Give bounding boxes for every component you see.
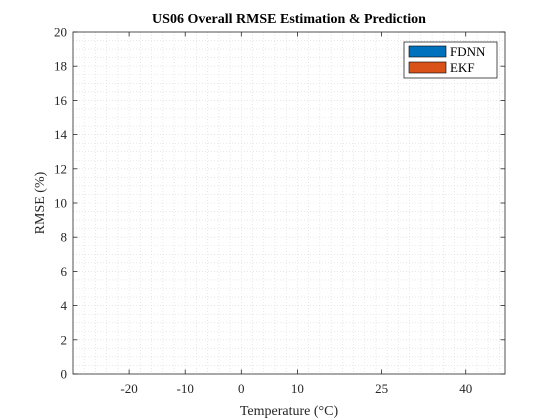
legend-label-ekf: EKF	[450, 60, 475, 75]
x-tick-label: 25	[375, 381, 388, 396]
x-tick-label: -20	[120, 381, 137, 396]
chart-title: US06 Overall RMSE Estimation & Predictio…	[152, 12, 426, 27]
legend-label-fdnn: FDNN	[450, 44, 486, 59]
y-tick-label: 20	[54, 25, 67, 40]
axis-ticks	[73, 31, 505, 375]
legend: FDNN EKF	[403, 41, 498, 79]
y-tick-label: 2	[61, 332, 68, 347]
legend-swatch-fdnn	[408, 45, 447, 58]
x-tick-label: -10	[177, 381, 194, 396]
grid	[73, 32, 505, 374]
y-tick-label: 16	[54, 93, 68, 108]
x-tick-label: 40	[459, 381, 472, 396]
y-tick-label: 12	[54, 161, 67, 176]
y-axis-label: RMSE (%)	[33, 171, 48, 234]
x-tick-label: 10	[291, 381, 304, 396]
y-tick-label: 14	[54, 127, 68, 142]
y-tick-label: 0	[61, 367, 68, 382]
y-tick-label: 18	[54, 59, 67, 74]
y-tick-label: 4	[61, 298, 68, 313]
y-tick-label: 6	[61, 264, 68, 279]
y-tick-label: 8	[61, 230, 68, 245]
y-tick-label: 10	[54, 196, 67, 211]
x-tick-label: 0	[238, 381, 245, 396]
legend-swatch-ekf	[408, 61, 447, 74]
tick-labels: -20 -10 0 10 25 40 0 2 4 6 8 10 12 14 16 18 20	[54, 25, 472, 397]
x-axis-label: Temperature (°C)	[240, 404, 339, 419]
